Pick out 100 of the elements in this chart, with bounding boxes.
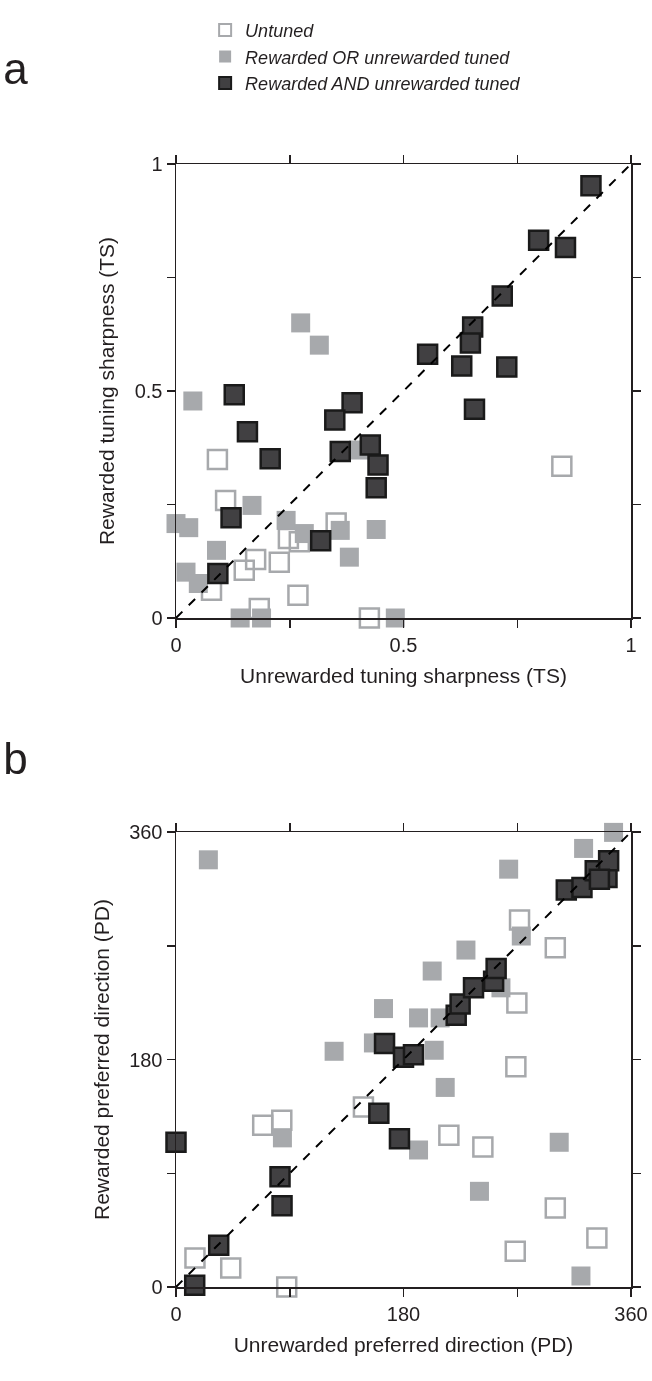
point — [549, 1132, 569, 1152]
point — [462, 977, 485, 999]
point — [373, 1032, 396, 1055]
point — [276, 510, 296, 530]
y-axis-title: Rewarded preferred direction (PD) — [89, 899, 113, 1220]
point — [359, 434, 382, 456]
point — [352, 1096, 375, 1118]
point — [223, 383, 245, 406]
point — [527, 229, 550, 252]
point — [588, 868, 611, 891]
y-tick-label: 0.5 — [134, 380, 163, 402]
point — [604, 822, 624, 842]
chart-title: b — [3, 733, 28, 783]
point — [504, 1240, 526, 1263]
point — [271, 1194, 293, 1217]
point — [339, 547, 359, 567]
y-tick-label: 0 — [151, 607, 163, 629]
point — [309, 530, 332, 552]
point — [409, 1008, 429, 1028]
point — [368, 1102, 390, 1124]
point — [324, 1041, 344, 1061]
point — [165, 1131, 187, 1154]
point — [251, 1114, 274, 1136]
point — [329, 440, 352, 463]
point — [544, 937, 567, 959]
point — [459, 332, 482, 354]
point — [220, 506, 242, 529]
point — [277, 527, 300, 550]
point — [272, 1128, 292, 1148]
point — [485, 957, 507, 980]
point — [236, 421, 259, 443]
point — [184, 1247, 206, 1269]
point — [422, 961, 442, 981]
x-tick-label: 0 — [170, 633, 182, 656]
x-tick-label: 1 — [625, 633, 637, 656]
point — [188, 574, 208, 593]
point — [183, 391, 203, 411]
point — [219, 1257, 242, 1279]
point — [275, 1276, 298, 1298]
point — [206, 448, 229, 471]
x-tick-label: 360 — [614, 1302, 648, 1325]
point — [438, 1124, 460, 1146]
point — [365, 476, 387, 499]
point — [388, 1128, 411, 1150]
point — [402, 1043, 425, 1066]
point — [505, 1056, 527, 1078]
point — [330, 520, 350, 540]
point — [580, 175, 602, 197]
point — [506, 992, 528, 1014]
x-tick-label: 180 — [386, 1302, 421, 1325]
y-axis-title: Rewarded tuning sharpness (TS) — [95, 236, 119, 546]
point — [574, 838, 594, 858]
point — [416, 343, 439, 365]
point — [242, 495, 262, 515]
point — [586, 1227, 608, 1249]
x-tick-label: 0 — [170, 1302, 182, 1325]
legend-label: Rewarded AND unrewarded tuned — [245, 73, 521, 94]
y-tick-label: 180 — [129, 1048, 163, 1071]
point — [179, 518, 199, 538]
point — [499, 859, 519, 879]
legend-label: Untuned — [245, 21, 315, 42]
point — [508, 909, 531, 931]
point — [554, 236, 577, 259]
point — [268, 551, 291, 573]
point — [544, 1197, 567, 1219]
point — [491, 285, 513, 307]
point — [409, 1140, 429, 1160]
point — [511, 926, 531, 946]
point — [207, 1234, 230, 1256]
point — [207, 562, 229, 585]
point — [214, 489, 237, 512]
point — [367, 454, 389, 476]
point — [496, 356, 518, 378]
point — [291, 313, 311, 333]
point — [374, 999, 394, 1019]
point — [269, 1165, 291, 1188]
point — [456, 940, 476, 960]
y-tick-label: 1 — [151, 153, 163, 175]
point — [450, 355, 473, 377]
point — [287, 584, 309, 607]
point — [358, 607, 381, 629]
point — [324, 409, 346, 431]
point — [198, 850, 218, 870]
point — [259, 447, 281, 470]
x-tick-label: 0.5 — [389, 633, 418, 656]
point — [551, 455, 573, 478]
chart-title: a — [3, 43, 29, 93]
point — [244, 548, 267, 571]
point — [233, 559, 255, 582]
point — [469, 1181, 489, 1201]
point — [366, 519, 386, 539]
point — [424, 1040, 444, 1060]
point — [463, 398, 486, 420]
point — [341, 392, 363, 414]
point — [571, 1266, 591, 1286]
x-axis-title: Unrewarded preferred direction (PD) — [233, 1333, 574, 1357]
point — [435, 1077, 455, 1097]
y-tick-label: 360 — [129, 821, 163, 843]
legend-label: Rewarded OR unrewarded tuned — [245, 47, 511, 68]
y-tick-label: 0 — [151, 1276, 163, 1298]
